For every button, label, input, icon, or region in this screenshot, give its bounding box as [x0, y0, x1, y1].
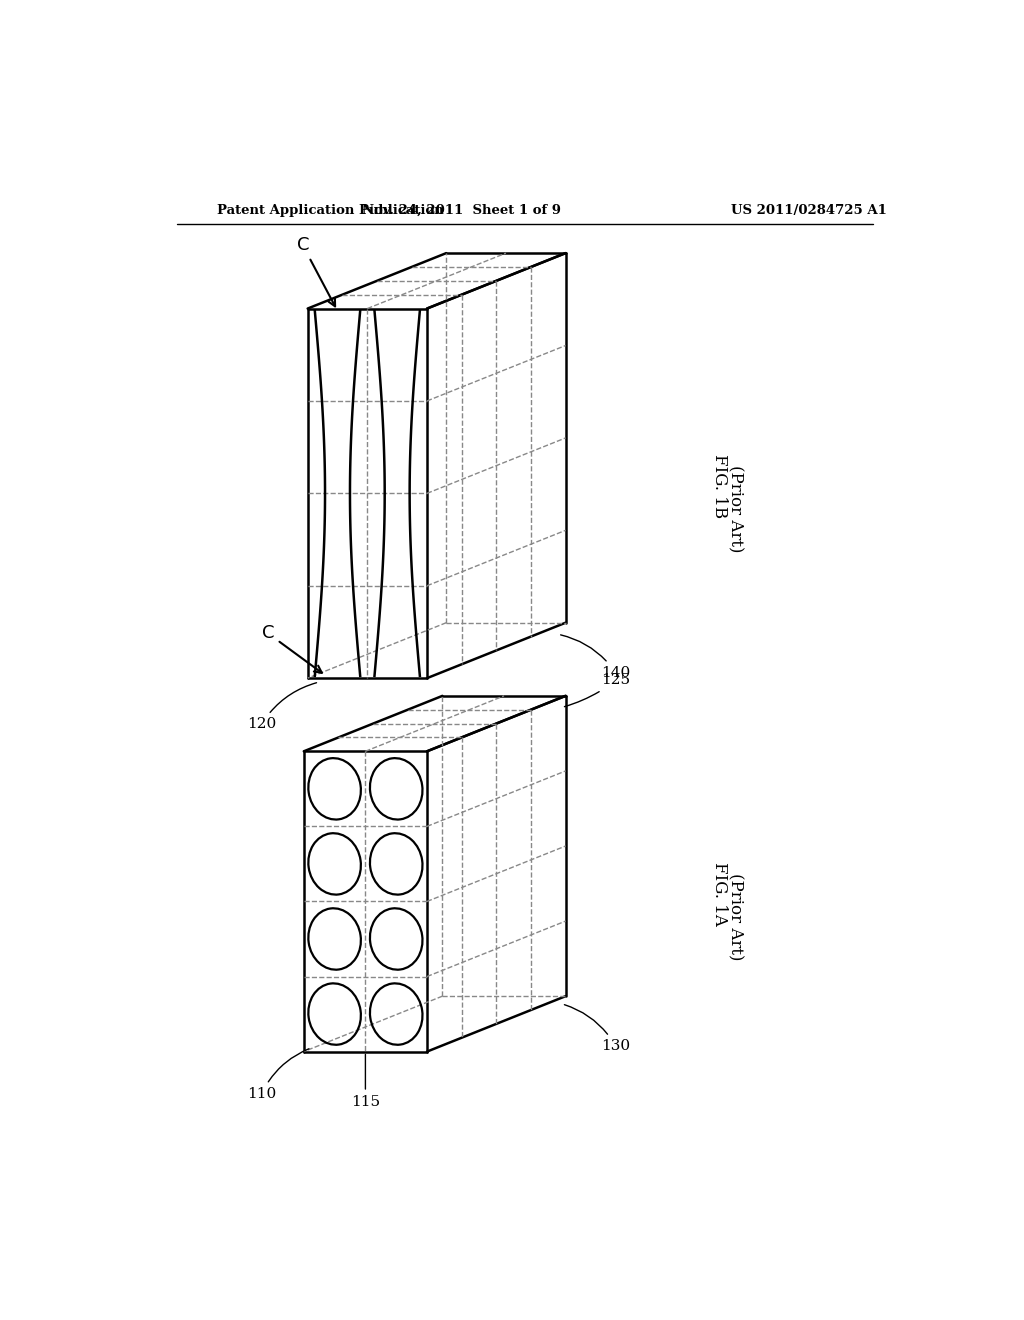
Text: (Prior Art): (Prior Art)	[726, 873, 743, 961]
Text: Patent Application Publication: Patent Application Publication	[217, 205, 443, 218]
Text: C: C	[262, 624, 322, 673]
Text: 110: 110	[247, 1049, 309, 1101]
Text: FIG. 1A: FIG. 1A	[711, 862, 728, 925]
Text: Nov. 24, 2011  Sheet 1 of 9: Nov. 24, 2011 Sheet 1 of 9	[362, 205, 561, 218]
Text: 120: 120	[247, 682, 316, 731]
Text: FIG. 1B: FIG. 1B	[711, 454, 728, 517]
Text: C: C	[297, 236, 335, 306]
Text: 125: 125	[564, 673, 630, 706]
Text: US 2011/0284725 A1: US 2011/0284725 A1	[731, 205, 887, 218]
Text: 115: 115	[351, 1055, 380, 1109]
Text: 130: 130	[564, 1005, 630, 1053]
Text: (Prior Art): (Prior Art)	[726, 465, 743, 553]
Text: 140: 140	[560, 635, 631, 680]
